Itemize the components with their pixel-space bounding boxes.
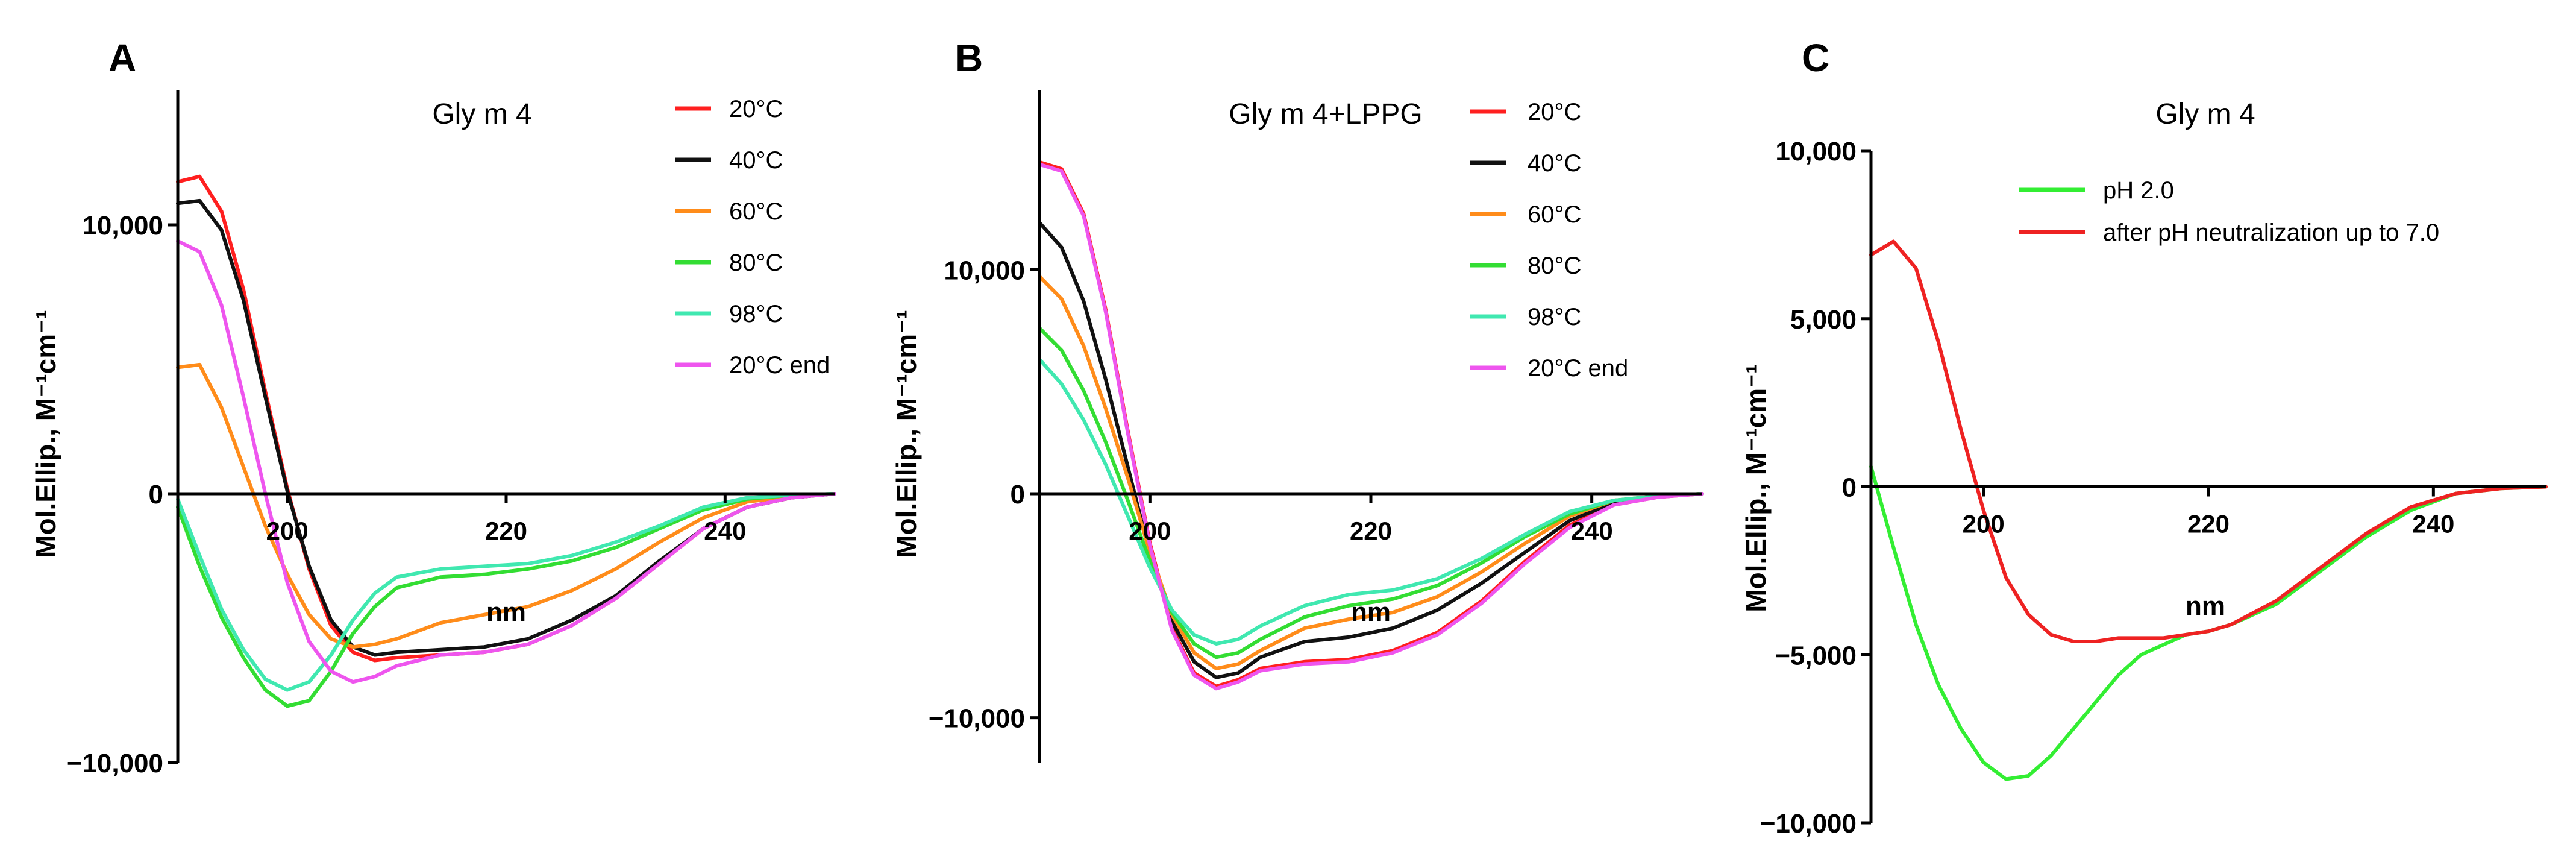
legend-label: 20°C (729, 96, 783, 122)
series-line-80c (1038, 326, 1704, 659)
y-tick-label: 5,000 (1790, 305, 1857, 335)
y-tick-label: 10,000 (1775, 137, 1857, 166)
legend-label: 80°C (729, 250, 783, 276)
panel-label: C (1802, 36, 1829, 80)
legend: pH 2.0 after pH neutralization up to 7.0 (2019, 177, 2439, 246)
legend-label: 20°C end (1528, 355, 1628, 382)
series-line-40c (1038, 221, 1704, 679)
legend-label: 60°C (1528, 201, 1581, 228)
legend-label: pH 2.0 (2103, 177, 2174, 204)
y-axis-label: Mol.Ellip., M⁻¹cm⁻¹ (30, 310, 61, 558)
series-line-60c (176, 362, 836, 649)
legend-label: 40°C (729, 147, 783, 174)
y-axis-label: Mol.Ellip., M⁻¹cm⁻¹ (891, 310, 922, 558)
y-tick-label: 10,000 (944, 256, 1025, 285)
x-axis-label: nm (1351, 597, 1391, 627)
x-axis-label: nm (486, 597, 526, 627)
legend-label: 98°C (1528, 304, 1581, 330)
y-tick-label: 10,000 (82, 211, 163, 241)
x-tick-label: 200 (1129, 517, 1171, 545)
y-tick-label: 0 (1842, 473, 1857, 503)
series-line-ph-2-0 (1869, 465, 2548, 781)
x-tick-label: 240 (704, 517, 746, 545)
x-tick-label: 240 (2412, 510, 2454, 538)
series-line-98c (1038, 357, 1704, 646)
x-tick-label: 200 (266, 517, 309, 545)
x-tick-label: 200 (1963, 510, 2005, 538)
legend: 20°C 40°C 60°C 80°C 98°C 20°C end (675, 96, 830, 379)
legend-label: 20°C end (729, 352, 830, 379)
panel-c: C Gly m 4 10,000 5,000 0 −5,000 −10,000 200 220 2… (1740, 36, 2548, 839)
y-tick-label: 0 (1011, 480, 1025, 509)
legend-label: 80°C (1528, 253, 1581, 279)
x-tick-label: 220 (2187, 510, 2230, 538)
legend-label: 40°C (1528, 150, 1581, 177)
legend-label: 20°C (1528, 99, 1581, 125)
y-tick-label: −10,000 (1760, 809, 1857, 839)
series-line-98c (176, 492, 836, 692)
panel-b: B Gly m 4+LPPG 10,000 0 −10,000 200 220 240 nm Mo… (891, 36, 1704, 763)
legend-label: 98°C (729, 301, 783, 327)
series-line-20c-end (1038, 162, 1704, 691)
chart-title: Gly m 4 (432, 98, 531, 130)
x-tick-label: 220 (485, 517, 527, 545)
chart-title: Gly m 4+LPPG (1229, 98, 1422, 130)
legend-label: 60°C (729, 198, 783, 225)
y-tick-label: −10,000 (929, 704, 1025, 734)
panel-label: A (108, 36, 136, 80)
x-axis-label: nm (2186, 591, 2225, 621)
chart-title: Gly m 4 (2155, 98, 2255, 130)
y-tick-label: −10,000 (67, 749, 163, 778)
panel-a: A Gly m 4 10,000 0 −10,000 200 220 240 nm Mol.Ell… (30, 36, 836, 778)
y-tick-label: 0 (149, 480, 163, 509)
x-tick-label: 240 (1571, 517, 1613, 545)
legend-label: after pH neutralization up to 7.0 (2103, 219, 2439, 246)
legend: 20°C 40°C 60°C 80°C 98°C 20°C end (1470, 99, 1628, 382)
series-line-20c-end (176, 239, 836, 684)
panel-label: B (955, 36, 983, 80)
series-line-80c (176, 492, 836, 708)
series-line-60c (1038, 274, 1704, 670)
y-tick-label: −5,000 (1775, 641, 1857, 670)
y-axis-label: Mol.Ellip., M⁻¹cm⁻¹ (1740, 364, 1772, 612)
x-tick-label: 220 (1350, 517, 1392, 545)
series-line-after-ph-neutralization-up-to-7-0 (1869, 239, 2548, 643)
